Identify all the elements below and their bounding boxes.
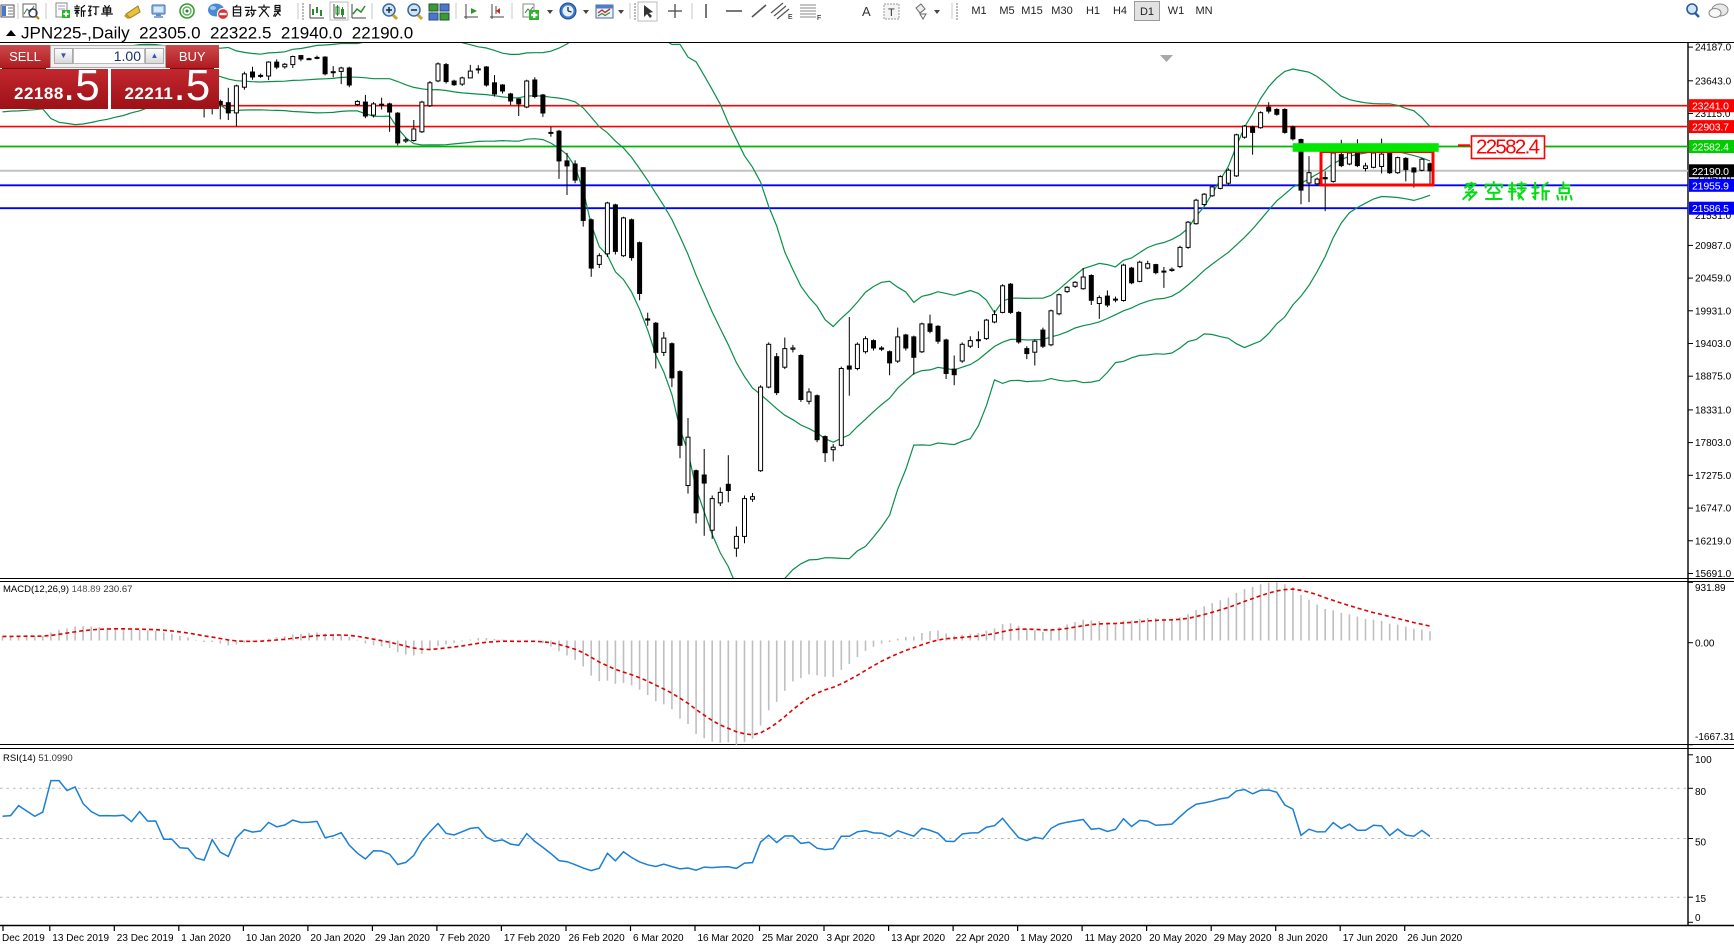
svg-text:17 Feb 2020: 17 Feb 2020 — [504, 933, 561, 944]
svg-text:23115.0: 23115.0 — [1695, 109, 1731, 120]
svg-text:18331.0: 18331.0 — [1695, 405, 1732, 416]
svg-text:15: 15 — [1695, 894, 1707, 905]
svg-text:1 May 2020: 1 May 2020 — [1020, 933, 1073, 944]
svg-text:E: E — [788, 14, 793, 21]
svg-text:18875.0: 18875.0 — [1695, 372, 1732, 383]
svg-text:23241.0: 23241.0 — [1692, 101, 1729, 113]
svg-text:19403.0: 19403.0 — [1695, 339, 1732, 350]
svg-text:6 Mar 2020: 6 Mar 2020 — [633, 933, 684, 944]
svg-text:8 Jun 2020: 8 Jun 2020 — [1278, 933, 1328, 944]
svg-text:22190.0: 22190.0 — [1692, 166, 1729, 178]
svg-text:-1667.31: -1667.31 — [1695, 732, 1734, 743]
svg-text:21531.0: 21531.0 — [1695, 211, 1732, 222]
svg-text:16 Mar 2020: 16 Mar 2020 — [698, 933, 755, 944]
svg-text:0.00: 0.00 — [1695, 639, 1715, 650]
svg-text:24187.0: 24187.0 — [1695, 43, 1732, 54]
svg-text:50: 50 — [1695, 838, 1707, 849]
svg-text:20987.0: 20987.0 — [1695, 241, 1732, 252]
svg-text:A: A — [862, 4, 871, 19]
svg-text:MACD(12,26,9) 148.89 230.67: MACD(12,26,9) 148.89 230.67 — [3, 584, 132, 595]
svg-text:29 May 2020: 29 May 2020 — [1214, 933, 1272, 944]
svg-text:80: 80 — [1695, 787, 1707, 798]
svg-text:17275.0: 17275.0 — [1695, 471, 1732, 482]
svg-text:22 Apr 2020: 22 Apr 2020 — [956, 933, 1010, 944]
svg-text:22582.4: 22582.4 — [1476, 136, 1540, 159]
svg-text:20459.0: 20459.0 — [1695, 274, 1732, 285]
svg-text:100: 100 — [1695, 755, 1712, 766]
svg-text:22903.7: 22903.7 — [1692, 122, 1729, 134]
svg-text:15691.0: 15691.0 — [1695, 569, 1732, 580]
svg-text:23643.0: 23643.0 — [1695, 76, 1732, 87]
svg-text:17 Jun 2020: 17 Jun 2020 — [1343, 933, 1398, 944]
svg-text:7 Feb 2020: 7 Feb 2020 — [439, 933, 490, 944]
svg-text:22582.4: 22582.4 — [1692, 142, 1729, 154]
svg-text:20 May 2020: 20 May 2020 — [1149, 933, 1207, 944]
svg-text:0: 0 — [1695, 913, 1701, 924]
svg-text:931.89: 931.89 — [1695, 583, 1726, 594]
svg-text:13 Apr 2020: 13 Apr 2020 — [891, 933, 945, 944]
svg-text:F: F — [817, 15, 821, 22]
svg-text:Dec 2019: Dec 2019 — [2, 933, 45, 944]
svg-text:21586.5: 21586.5 — [1692, 203, 1729, 215]
svg-text:3 Apr 2020: 3 Apr 2020 — [827, 933, 876, 944]
svg-text:11 May 2020: 11 May 2020 — [1085, 933, 1143, 944]
svg-text:25 Mar 2020: 25 Mar 2020 — [762, 933, 819, 944]
svg-text:21955.9: 21955.9 — [1692, 180, 1729, 192]
svg-text:13 Dec 2019: 13 Dec 2019 — [52, 933, 109, 944]
svg-text:1 Jan 2020: 1 Jan 2020 — [181, 933, 231, 944]
svg-text:23 Dec 2019: 23 Dec 2019 — [117, 933, 174, 944]
svg-text:20 Jan 2020: 20 Jan 2020 — [310, 933, 365, 944]
svg-text:RSI(14) 51.0990: RSI(14) 51.0990 — [3, 753, 73, 764]
svg-text:29 Jan 2020: 29 Jan 2020 — [375, 933, 430, 944]
svg-text:17803.0: 17803.0 — [1695, 438, 1732, 449]
svg-text:26 Feb 2020: 26 Feb 2020 — [569, 933, 626, 944]
svg-text:10 Jan 2020: 10 Jan 2020 — [246, 933, 301, 944]
svg-text:T: T — [888, 7, 895, 19]
svg-text:16219.0: 16219.0 — [1695, 536, 1732, 547]
svg-text:16747.0: 16747.0 — [1695, 504, 1732, 515]
svg-text:26 Jun 2020: 26 Jun 2020 — [1407, 933, 1462, 944]
svg-text:JPN225-,Daily 22305.0 22322.: JPN225-,Daily 22305.0 22322.5 21940.0 22… — [21, 24, 413, 43]
svg-text:19931.0: 19931.0 — [1695, 306, 1732, 317]
